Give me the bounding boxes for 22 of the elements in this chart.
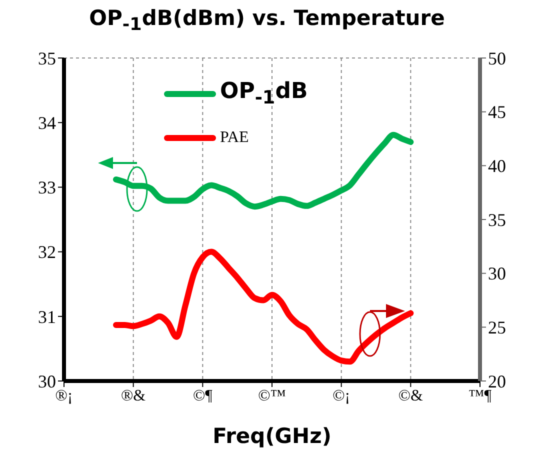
y-tick-label: 33 — [38, 178, 56, 198]
y2-tick-label: 40 — [488, 156, 506, 176]
y-tick-label: 31 — [38, 306, 56, 327]
x-axis-title: Freq(GHz) — [212, 424, 332, 448]
x-tick-label: ©& — [398, 387, 424, 404]
y-tick-label: 35 — [38, 48, 56, 68]
x-tick-label: ©¶ — [192, 387, 214, 404]
y-tick-label: 34 — [38, 112, 56, 133]
y-tick-label: 30 — [38, 371, 56, 392]
y2-tick-label: 50 — [488, 48, 506, 68]
x-tick-label: ©¡ — [332, 387, 350, 404]
x-tick-label: ®¡ — [55, 387, 73, 404]
legend-label: OP$_{-1}$dB — [220, 79, 308, 109]
x-tick-label: ®& — [121, 387, 146, 404]
y2-tick-label: 45 — [488, 102, 506, 122]
y-tick-label: 32 — [38, 242, 56, 262]
y2-tick-label: 30 — [488, 264, 506, 284]
legend-label: PAE — [220, 129, 249, 147]
y2-tick-label: 35 — [488, 210, 506, 230]
chart-title: OP$_{-1}$dB(dBm) vs. Temperature — [88, 6, 446, 36]
y2-tick-label: 25 — [488, 318, 506, 338]
x-tick-label: ©™ — [258, 387, 286, 404]
